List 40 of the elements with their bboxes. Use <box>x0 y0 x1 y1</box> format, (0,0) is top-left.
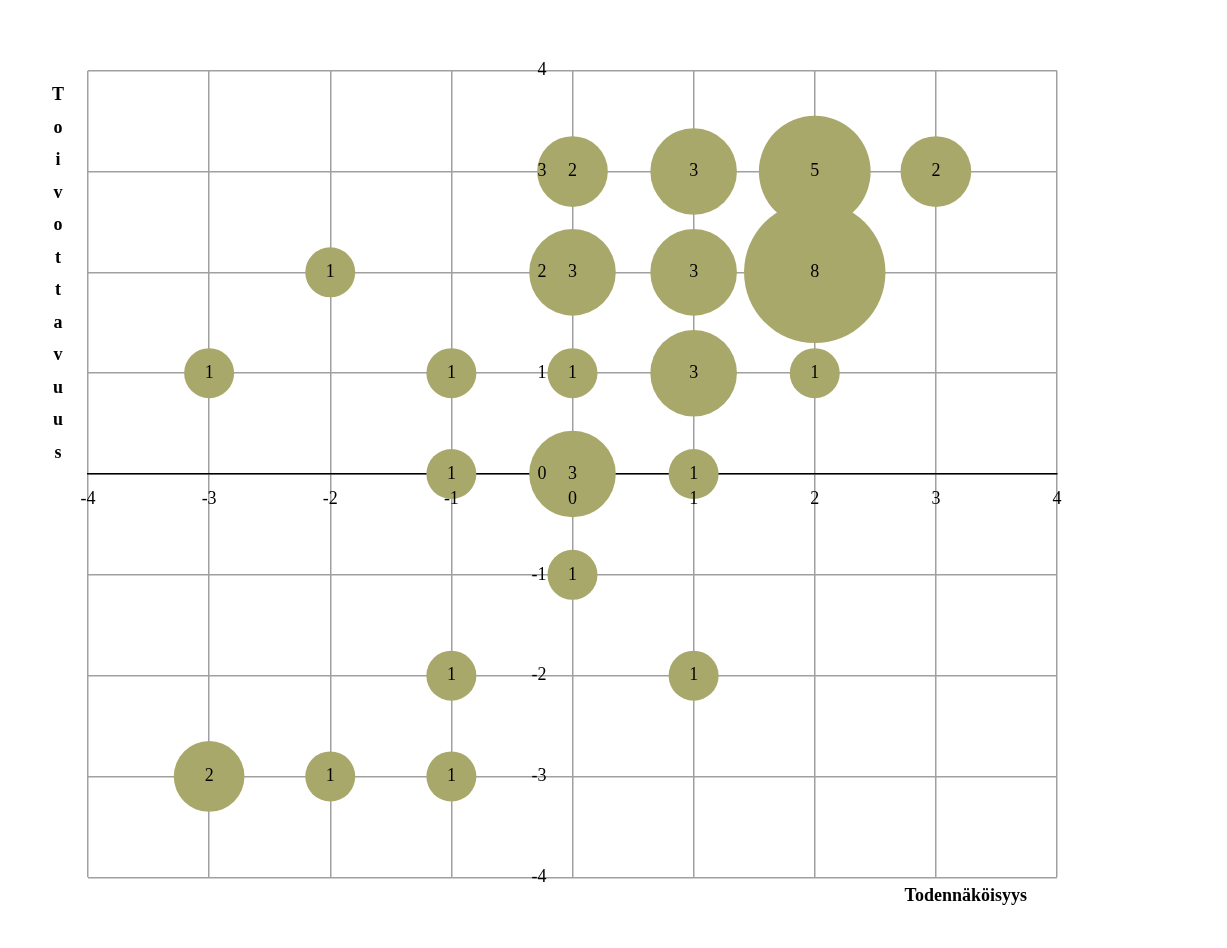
y-tick-label: 0 <box>537 462 547 483</box>
data-label: 3 <box>568 462 577 483</box>
text: Toivottavuus <box>51 84 65 462</box>
y-tick-label: 2 <box>537 261 547 282</box>
data-label: 1 <box>689 664 699 685</box>
y-tick-label: -1 <box>531 563 547 584</box>
data-label: 1 <box>446 462 456 483</box>
data-label: 2 <box>204 765 214 786</box>
data-label: 8 <box>810 261 820 282</box>
data-label: 3 <box>568 261 577 282</box>
data-label: 1 <box>446 765 456 786</box>
x-tick-label: -2 <box>322 487 338 508</box>
data-label: 1 <box>446 361 456 382</box>
x-tick-label: 4 <box>1052 487 1062 508</box>
data-label: 3 <box>689 361 699 382</box>
y-tick-label: -3 <box>531 765 547 786</box>
x-axis-title: Todennäköisyys <box>904 884 1027 905</box>
x-tick-label: -3 <box>201 487 217 508</box>
data-label: 3 <box>689 261 699 282</box>
x-tick-label: 3 <box>931 487 941 508</box>
data-label: 1 <box>568 361 577 382</box>
x-tick-label: -4 <box>80 487 96 508</box>
data-label: 2 <box>568 160 577 181</box>
data-label: 1 <box>325 765 335 786</box>
data-label: 1 <box>568 563 577 584</box>
data-label: 1 <box>446 664 456 685</box>
x-tick-label: 2 <box>810 487 820 508</box>
data-label: 1 <box>689 462 699 483</box>
x-tick-label: 0 <box>568 487 577 508</box>
y-tick-label: 4 <box>537 59 547 80</box>
data-label: 1 <box>204 361 214 382</box>
data-label: 1 <box>810 361 820 382</box>
y-tick-label: -2 <box>531 664 547 685</box>
data-label: 1 <box>325 261 335 282</box>
data-label: 2 <box>931 160 941 181</box>
data-label: 5 <box>810 160 820 181</box>
y-tick-label: 1 <box>537 361 547 382</box>
y-tick-label: -4 <box>531 866 547 887</box>
y-tick-label: 3 <box>537 160 547 181</box>
data-label: 3 <box>689 160 699 181</box>
